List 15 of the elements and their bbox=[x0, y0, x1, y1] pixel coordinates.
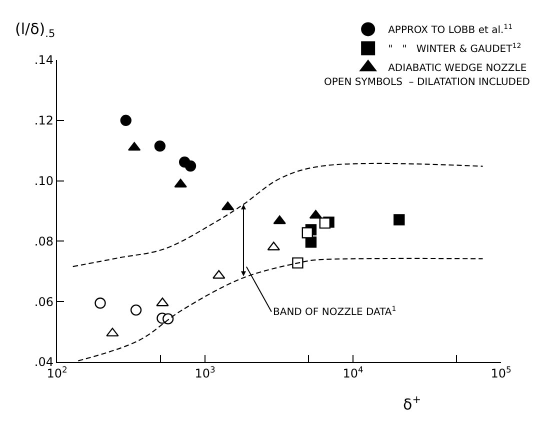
y-tick-label: .08 bbox=[34, 234, 54, 248]
annotation: OPEN SYMBOLS – DILATATION INCLUDED bbox=[324, 77, 530, 88]
legend-label: ADIABATIC WEDGE NOZZLE bbox=[388, 63, 527, 74]
y-axis-title: (l/δ)$_{.5}$ bbox=[15, 20, 56, 40]
y-tick-label: .06 bbox=[34, 294, 54, 309]
y-tick-label: .12 bbox=[34, 114, 54, 128]
legend-label: APPROX TO LOBB et al.$^{11}$ bbox=[388, 22, 513, 36]
legend-label: " " WINTER & GAUDET$^{12}$ bbox=[388, 42, 522, 56]
x-axis-title: δ$^{+}$ bbox=[403, 394, 421, 414]
x-tick-label: 10$^{4}$ bbox=[342, 364, 364, 380]
x-tick-label: 10$^{3}$ bbox=[194, 364, 216, 380]
y-tick-label: .14 bbox=[34, 53, 54, 68]
y-tick-label: .10 bbox=[34, 174, 54, 188]
annotation: BAND OF NOZZLE DATA$^{1}$ bbox=[273, 305, 396, 318]
x-tick-label: 10$^{5}$ bbox=[490, 364, 512, 380]
